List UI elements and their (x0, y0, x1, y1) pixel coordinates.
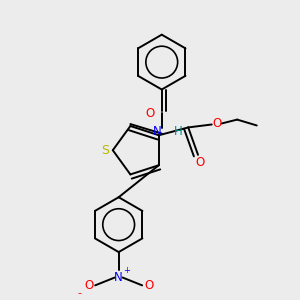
Text: O: O (85, 279, 94, 292)
Text: -: - (169, 127, 172, 136)
Text: N: N (152, 125, 161, 138)
Text: N: N (114, 271, 123, 284)
Text: -: - (77, 288, 82, 298)
Text: O: O (195, 156, 205, 169)
Text: +: + (123, 266, 130, 275)
Text: O: O (212, 117, 221, 130)
Text: O: O (146, 107, 154, 121)
Text: O: O (144, 279, 154, 292)
Text: S: S (101, 144, 109, 157)
Text: H: H (174, 125, 183, 138)
